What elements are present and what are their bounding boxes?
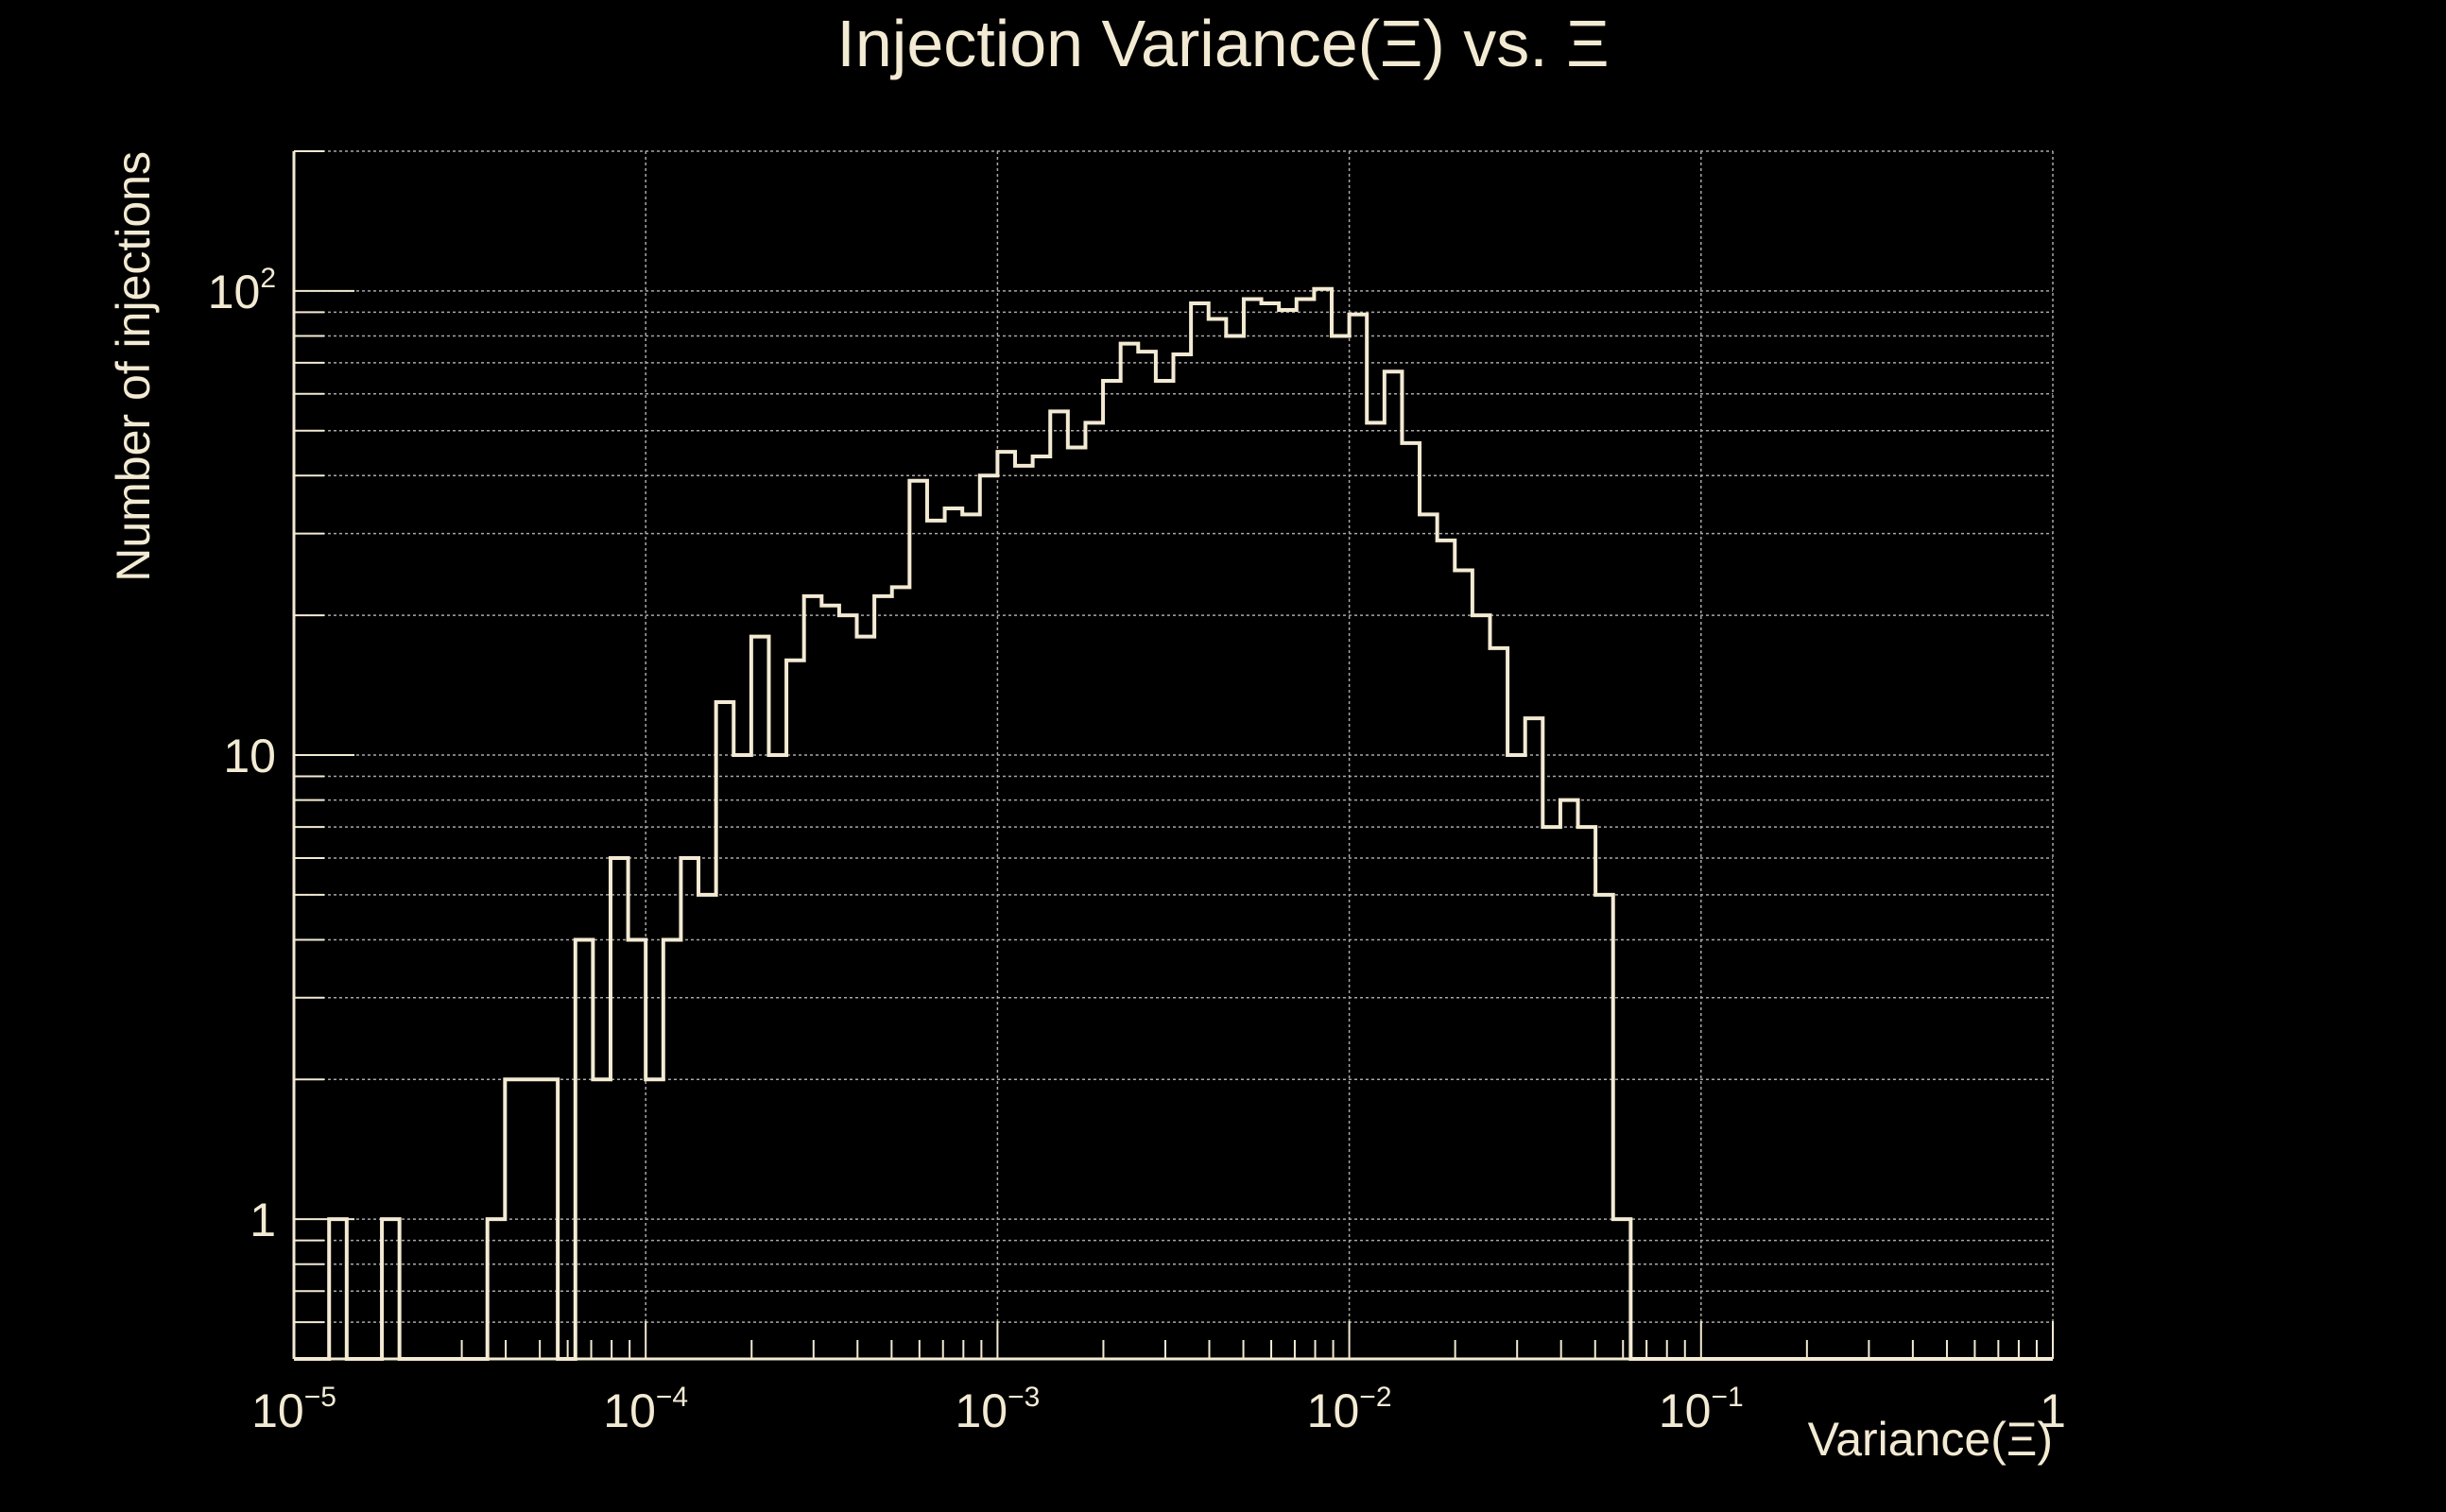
x-axis-label: Variance(Ξ)	[1808, 1413, 2053, 1466]
y-tick-label: 102	[208, 263, 276, 318]
x-tick-label: 10−4	[603, 1382, 688, 1437]
chart-title: Injection Variance(Ξ) vs. Ξ	[836, 7, 1609, 80]
y-tick-label: 1	[250, 1194, 276, 1246]
x-tick-label: 10−1	[1659, 1382, 1744, 1437]
y-tick-label: 10	[223, 730, 276, 782]
x-tick-label: 1	[2040, 1384, 2066, 1437]
histogram-outline	[294, 286, 2053, 1361]
y-axis-label: Number of injections	[107, 151, 160, 582]
x-tick-label: 10−2	[1307, 1382, 1392, 1437]
x-tick-label: 10−5	[251, 1382, 336, 1437]
grid-lines	[293, 150, 2054, 1360]
tick-labels: 10−5 10−4 10−3 10−2 10−1 1 1 10 102	[208, 263, 2066, 1437]
histogram-series	[294, 286, 2053, 1361]
x-tick-label: 10−3	[955, 1382, 1040, 1437]
